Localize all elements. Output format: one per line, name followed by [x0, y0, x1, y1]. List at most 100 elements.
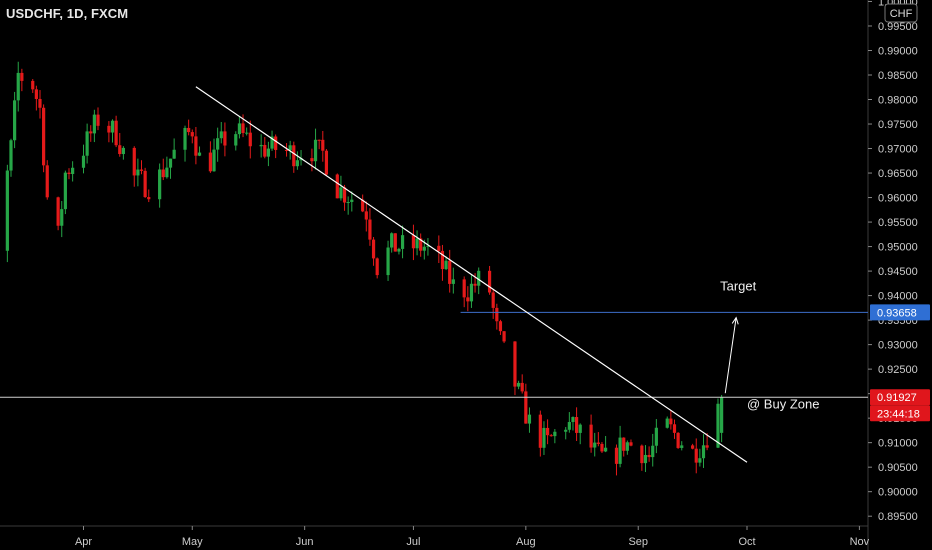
candle-body	[651, 445, 655, 458]
x-tick-label: May	[182, 536, 203, 548]
candle-body	[415, 238, 419, 249]
candle-body	[158, 169, 162, 200]
candle-body	[589, 424, 593, 448]
y-tick-label: 0.96000	[878, 193, 918, 205]
candle-body	[288, 145, 292, 151]
candle-body	[89, 131, 93, 134]
candle-body	[487, 270, 492, 293]
candle-body	[245, 132, 249, 134]
y-tick-label: 0.98500	[878, 70, 918, 82]
candle-body	[5, 170, 9, 251]
candle-body	[342, 187, 347, 203]
y-tick-label: 0.97000	[878, 144, 918, 156]
candle-body	[701, 445, 706, 459]
candle-body	[96, 114, 100, 126]
candle-body	[259, 144, 263, 147]
candle-body	[393, 233, 397, 252]
candle-body	[462, 279, 466, 298]
candle-body	[538, 414, 542, 448]
currency-badge[interactable]	[884, 3, 918, 23]
candle-body	[313, 139, 318, 162]
arrow-head-icon	[731, 316, 739, 325]
candle-body	[520, 382, 524, 392]
price-label-badge	[870, 389, 930, 406]
candle-body	[110, 120, 115, 133]
candle-body	[212, 149, 216, 172]
candle-body	[299, 158, 303, 161]
candle-body	[368, 219, 372, 240]
y-tick-label: 0.91000	[878, 438, 918, 450]
candle-body	[208, 152, 212, 172]
candle-body	[516, 382, 521, 387]
candle-body	[669, 418, 673, 425]
candle-body	[553, 431, 557, 437]
candle-body	[361, 199, 365, 212]
candle-body	[321, 139, 325, 151]
y-tick-label: 0.98000	[878, 95, 918, 107]
candle-body	[665, 418, 669, 428]
candle-body	[60, 209, 64, 226]
candle-body	[618, 437, 622, 464]
y-tick-label: 0.99000	[878, 45, 918, 57]
candle-body	[118, 145, 122, 155]
candle-body	[698, 458, 702, 463]
y-tick-label: 0.94000	[878, 291, 918, 303]
candle-body	[34, 89, 38, 99]
candle-body	[640, 445, 644, 464]
candle-body	[194, 136, 198, 156]
candle-body	[317, 139, 321, 141]
candle-body	[42, 107, 46, 166]
candle-body	[31, 80, 35, 90]
candle-body	[419, 238, 423, 251]
candle-body	[139, 169, 144, 171]
candle-body	[168, 158, 173, 168]
buy-zone-label: @ Buy Zone	[747, 396, 819, 411]
candle-body	[527, 414, 532, 424]
y-tick-label: 0.94500	[878, 266, 918, 278]
y-tick-label: 0.97500	[878, 119, 918, 131]
candle-body	[67, 172, 71, 174]
candle-body	[197, 152, 202, 156]
candle-body	[691, 445, 695, 449]
y-tick-label: 0.89500	[878, 511, 918, 523]
candle-body	[654, 427, 658, 446]
candle-body	[542, 427, 546, 448]
candle-body	[13, 100, 17, 141]
candle-body	[241, 123, 245, 134]
y-tick-label: 0.99500	[878, 21, 918, 33]
candle-body	[502, 331, 506, 342]
candle-body	[680, 445, 684, 448]
candle-body	[292, 145, 296, 167]
candle-body	[187, 127, 191, 133]
candle-body	[593, 442, 597, 448]
candle-body	[567, 422, 571, 430]
candle-body	[121, 147, 125, 155]
candle-body	[571, 417, 575, 423]
candle-body	[603, 447, 608, 452]
x-tick-label: Oct	[738, 536, 755, 548]
price-label: 0.93658	[877, 307, 917, 319]
candle-body	[513, 341, 517, 387]
candle-body	[56, 197, 60, 226]
candle-body	[234, 134, 238, 146]
candle-body	[219, 131, 223, 139]
currency-badge-label: CHF	[890, 8, 913, 20]
candle-body	[38, 98, 42, 108]
candle-body	[364, 211, 368, 220]
candle-body	[386, 247, 390, 276]
candle-body	[375, 258, 379, 276]
candle-body	[397, 248, 401, 252]
candle-body	[694, 448, 698, 463]
candle-body	[643, 454, 648, 464]
candle-body	[346, 202, 350, 204]
candle-body	[371, 239, 376, 259]
candle-body	[132, 147, 136, 176]
candle-body	[45, 165, 49, 198]
downtrend-line[interactable]	[195, 86, 748, 463]
candle-body	[324, 150, 329, 175]
candle-body	[716, 403, 720, 448]
candle-body	[498, 321, 503, 332]
y-tick-label: 0.92500	[878, 364, 918, 376]
candle-body	[705, 445, 709, 448]
